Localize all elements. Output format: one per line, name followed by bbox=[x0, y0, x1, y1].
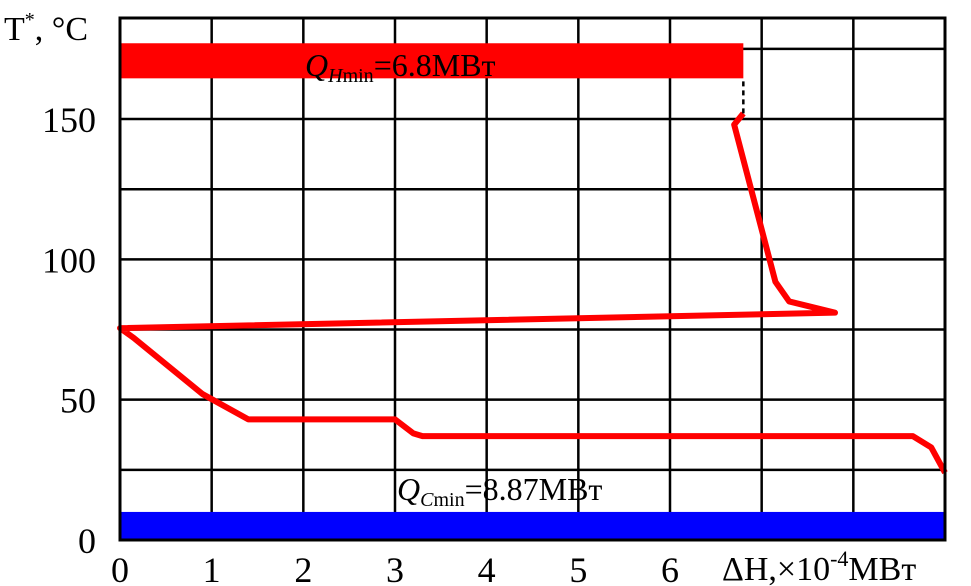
y-axis-label-sup: * bbox=[25, 9, 35, 31]
utility-bars bbox=[120, 43, 945, 540]
grand-composite-curve-line bbox=[117, 111, 948, 475]
y-tick-label: 100 bbox=[42, 240, 96, 280]
x-tick-label: 1 bbox=[203, 550, 221, 586]
x-axis-label-rest: MВт bbox=[848, 551, 916, 586]
tick-labels: 0 1 2 3 4 5 6 0 50 100 150 bbox=[42, 100, 679, 586]
cold-utility-symbol: Q bbox=[397, 471, 420, 507]
cold-utility-value: =8.87MВт bbox=[465, 471, 603, 507]
grid-lines bbox=[120, 18, 945, 540]
y-axis-label: T*, °C bbox=[4, 9, 88, 48]
x-axis-label: ΔH,×10-4MВт bbox=[722, 546, 916, 586]
x-tick-label: 0 bbox=[111, 550, 129, 586]
y-axis-label-rest: , °C bbox=[35, 11, 88, 48]
y-axis-label-main: T bbox=[4, 11, 25, 48]
hot-utility-sub: H bbox=[327, 65, 344, 87]
x-axis-label-main: ΔH,×10 bbox=[722, 551, 830, 586]
x-tick-label: 4 bbox=[478, 550, 496, 586]
composite-curve bbox=[117, 78, 948, 512]
x-axis-label-sup: -4 bbox=[830, 546, 848, 571]
cold-utility-sub2: min bbox=[433, 489, 464, 511]
hot-utility-symbol: Q bbox=[305, 47, 328, 83]
hot-utility-bar bbox=[120, 43, 744, 79]
x-tick-label: 5 bbox=[569, 550, 587, 586]
hot-utility-value: =6.8MВт bbox=[374, 47, 496, 83]
hot-utility-annotation: QHmin=6.8MВт bbox=[305, 47, 496, 87]
hot-utility-sub2: min bbox=[343, 65, 374, 87]
cold-utility-bar bbox=[120, 511, 945, 540]
cold-utility-sub: C bbox=[420, 489, 434, 511]
y-tick-label: 150 bbox=[42, 100, 96, 140]
plot-frame bbox=[118, 16, 947, 542]
cold-utility-annotation: QCmin=8.87MВт bbox=[397, 471, 602, 511]
y-tick-label: 50 bbox=[60, 381, 96, 421]
y-tick-label: 0 bbox=[78, 521, 96, 561]
x-tick-label: 3 bbox=[386, 550, 404, 586]
x-tick-label: 2 bbox=[294, 550, 312, 586]
x-tick-label: 6 bbox=[661, 550, 679, 586]
